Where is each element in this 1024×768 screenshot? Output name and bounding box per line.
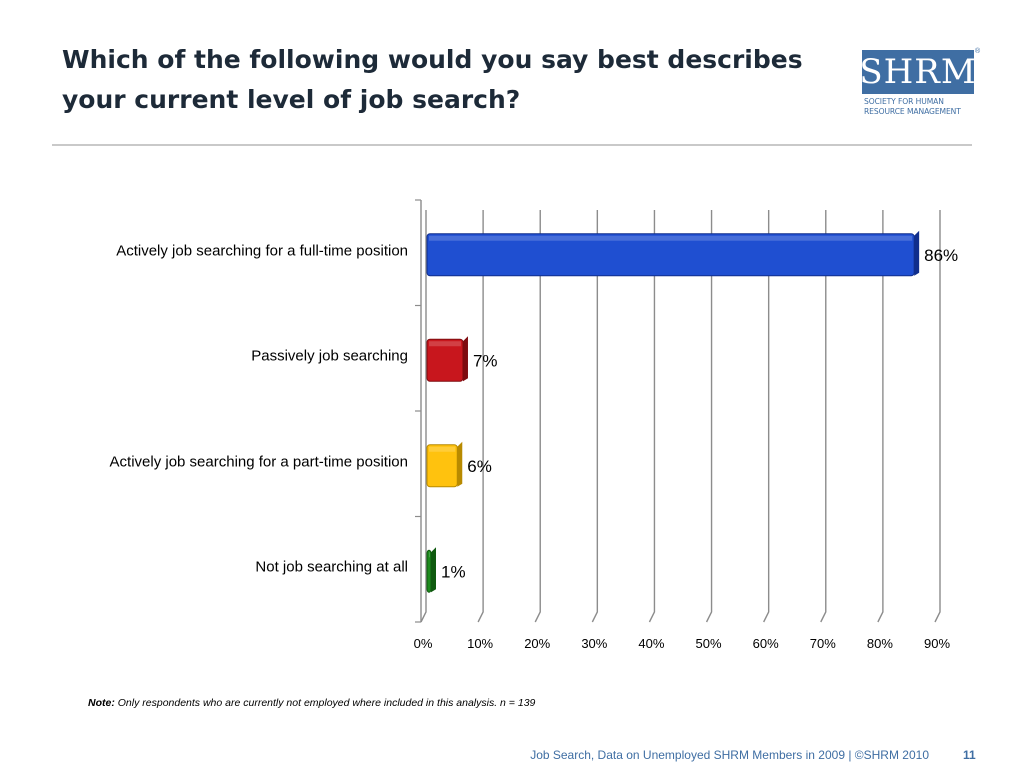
x-tick-label: 30%: [581, 636, 607, 651]
logo-tagline: Society for Human Resource Management: [864, 97, 980, 117]
x-tick-label: 90%: [924, 636, 950, 651]
title-line-1: Which of the following would you say bes…: [62, 45, 803, 74]
bar-highlight: [429, 446, 456, 452]
gridline: [934, 210, 941, 623]
bar: [426, 338, 464, 382]
gridline: [534, 210, 541, 623]
category-label: Passively job searching: [251, 347, 408, 365]
footnote: Note: Only respondents who are currently…: [88, 697, 535, 709]
bar-side: [431, 547, 436, 593]
footnote-text: Only respondents who are currently not e…: [114, 697, 536, 709]
x-tick-label: 80%: [867, 636, 893, 651]
bar: [426, 444, 458, 488]
bar-side: [457, 441, 463, 487]
title-line-2: your current level of job search?: [62, 85, 521, 114]
footer: Job Search, Data on Unemployed SHRM Memb…: [0, 748, 1024, 768]
bar: [426, 549, 432, 593]
logo-tagline-line-1: Society for Human: [864, 97, 944, 106]
gridline: [877, 210, 884, 623]
bar-side: [914, 230, 920, 276]
title-divider: [52, 144, 972, 146]
gridline: [591, 210, 599, 623]
page-title: Which of the following would you say bes…: [62, 40, 832, 120]
grid-layer: [415, 199, 941, 623]
footer-text: Job Search, Data on Unemployed SHRM Memb…: [530, 748, 929, 762]
shrm-logo: SHRM ® Society for Human Resource Manage…: [859, 48, 981, 122]
bar-side: [462, 336, 468, 382]
x-tick-label: 20%: [524, 636, 550, 651]
x-tick-label: 70%: [810, 636, 836, 651]
gridline: [763, 210, 770, 623]
category-label: Actively job searching for a full-time p…: [116, 242, 408, 260]
x-tick-label: 40%: [638, 636, 664, 651]
gridline: [477, 210, 484, 623]
bar-value-label: 7%: [473, 351, 498, 370]
x-tick-label: 60%: [753, 636, 779, 651]
gridline: [648, 210, 656, 623]
logo-tagline-line-2: Resource Management: [864, 107, 961, 116]
bar-highlight: [429, 341, 461, 347]
bar-layer: [426, 230, 920, 593]
logo-mark-box: SHRM: [859, 50, 977, 94]
footnote-label: Note:: [88, 697, 115, 709]
bar-value-label: 6%: [467, 457, 492, 476]
x-tick-label: 0%: [414, 636, 433, 651]
x-tick-label: 50%: [696, 636, 722, 651]
logo-registered: ®: [975, 48, 981, 55]
page-number: 11: [963, 748, 976, 762]
bar-value-label: 86%: [924, 246, 958, 265]
gridline: [820, 210, 827, 623]
bar-highlight: [429, 235, 913, 241]
label-layer: 0% 10% 20% 30% 40% 50% 60% 70% 80% 90% 86% 7% 6% 1%: [414, 246, 959, 651]
bar-highlight: [429, 552, 430, 558]
category-label: Actively job searching for a part-time p…: [109, 453, 408, 471]
gridline: [705, 210, 713, 623]
gridline: [420, 210, 427, 623]
category-label: Not job searching at all: [255, 558, 408, 576]
logo-mark: SHRM: [859, 52, 977, 92]
x-tick-label: 10%: [467, 636, 493, 651]
bar: [426, 233, 915, 277]
bar-value-label: 1%: [441, 562, 466, 581]
